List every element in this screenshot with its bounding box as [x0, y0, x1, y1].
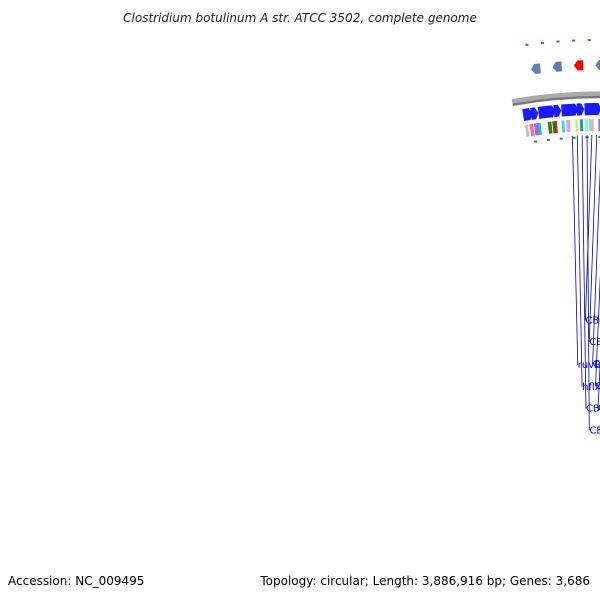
cds-feature — [529, 123, 535, 137]
inner-gene-label: hflX — [582, 382, 600, 393]
gc-dot-track — [525, 39, 600, 143]
gc-dot — [559, 137, 563, 140]
reverse-gene-arrow — [573, 60, 584, 71]
forward-gene-arrow — [522, 108, 533, 121]
inner-gene-label: CBO3093 — [586, 404, 600, 415]
inner-gene-label: CBO3134 — [589, 337, 600, 348]
forward-gene-arrow — [568, 103, 579, 116]
cds-feature — [584, 119, 589, 132]
map-title: Clostridium botulinum A str. ATCC 3502, … — [123, 11, 477, 25]
reverse-gene-arrow — [531, 63, 541, 74]
gc-dot — [598, 136, 600, 138]
inner-leader-line — [581, 135, 587, 409]
cds-feature — [533, 122, 541, 136]
inner-leader-line — [584, 135, 593, 321]
forward-gene-arrow — [576, 103, 585, 116]
inner-gene-label: CBO3090 — [598, 403, 600, 414]
inner-gene-labels: CBO3309CBO3304CBO3294pyrK2CBO3285rluBetf… — [572, 134, 600, 436]
cds-feature — [579, 119, 584, 132]
inner-gene-label: CBO3166 — [585, 315, 600, 326]
cds-feature — [538, 122, 543, 135]
inner-gene-label: CBO3185 — [589, 425, 600, 436]
forward-gene-arrow — [592, 103, 600, 116]
inner-leader-line — [576, 135, 583, 387]
cds-feature — [561, 120, 566, 133]
inner-leader-line — [588, 134, 598, 343]
gc-dot — [546, 138, 550, 141]
skew-dot — [525, 43, 529, 46]
accession-text: Accession: NC_009495 — [8, 574, 144, 588]
inner-gene-label: CBO3119 — [593, 359, 600, 370]
inner-leader-line — [592, 166, 600, 365]
skew-dot — [587, 39, 591, 42]
cds-feature — [524, 124, 530, 137]
rna-feature-track — [531, 60, 600, 74]
cds-feature — [547, 121, 553, 134]
reverse-gene-arrow — [595, 60, 600, 71]
cds-feature — [575, 119, 578, 132]
genome-summary-text: Topology: circular; Length: 3,886,916 bp… — [259, 574, 590, 588]
skew-dot — [572, 39, 576, 42]
inner-gene-label: CBO3107 — [596, 381, 600, 392]
forward-strand-genes — [522, 103, 600, 121]
inner-leader-line — [595, 274, 600, 387]
forward-gene-arrow — [545, 105, 556, 118]
inner-leader-line — [572, 135, 579, 366]
skew-dot — [556, 40, 560, 43]
skew-dot — [540, 41, 544, 44]
backbone-arc — [511, 91, 600, 107]
reverse-gene-arrow — [552, 61, 563, 72]
gc-dot — [572, 136, 576, 139]
cds-color-track — [524, 119, 600, 137]
gc-dot — [534, 140, 538, 143]
forward-gene-arrow — [553, 104, 562, 118]
cds-feature — [566, 119, 571, 133]
inner-leader-line — [586, 135, 590, 431]
forward-gene-arrow — [529, 107, 539, 120]
cds-feature — [552, 120, 558, 134]
cds-feature — [589, 119, 594, 132]
inner-gene-label: ruvB — [578, 360, 600, 371]
genome-backbone-ring — [511, 91, 600, 107]
